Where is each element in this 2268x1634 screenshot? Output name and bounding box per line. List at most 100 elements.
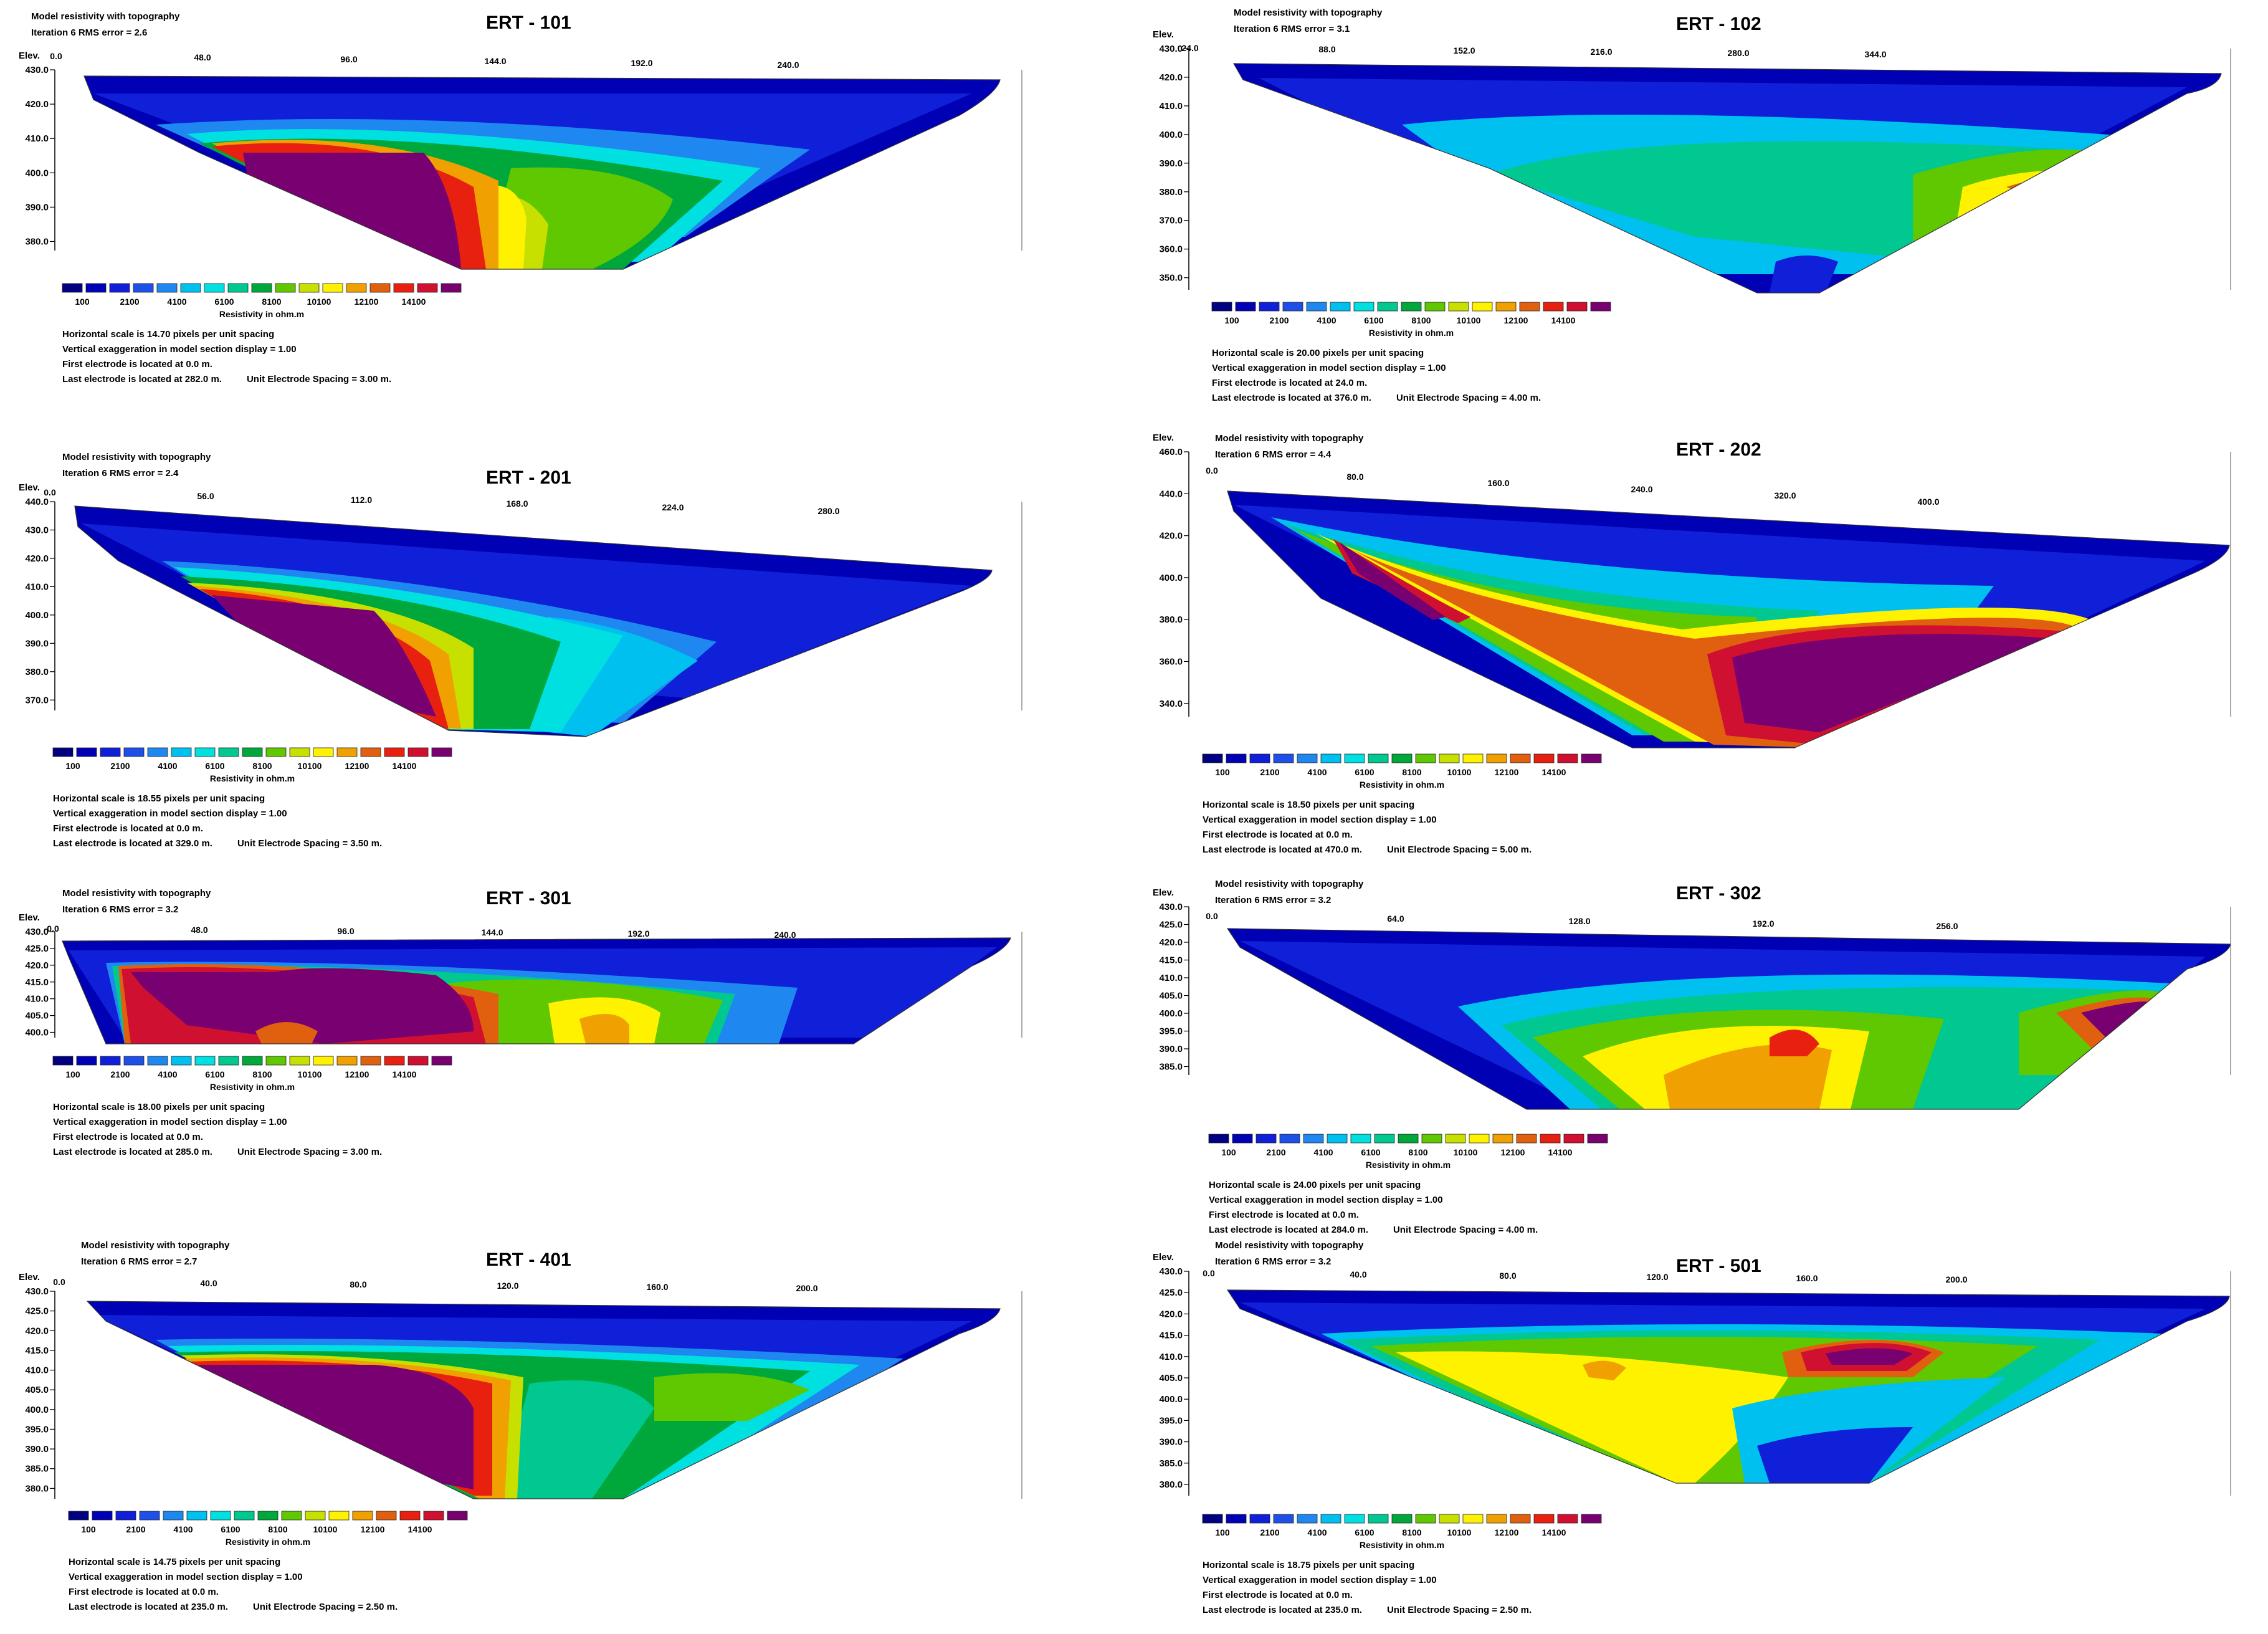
legend-swatch xyxy=(407,747,429,757)
legend-swatch xyxy=(265,747,287,757)
legend-swatch xyxy=(1374,1134,1395,1144)
elev-tick-label: 440.0 xyxy=(1159,489,1183,499)
legend-swatch xyxy=(384,1056,405,1066)
info-line: Vertical exaggeration in model section d… xyxy=(69,1572,303,1582)
legend-tick-label: 6100 xyxy=(1361,1147,1380,1157)
legend-tick-label: 2100 xyxy=(110,761,130,771)
model-info: Horizontal scale is 24.00 pixels per uni… xyxy=(1209,1178,1538,1238)
legend-swatch xyxy=(298,283,320,293)
legend-swatch xyxy=(1279,1134,1300,1144)
distance-tick-label: 256.0 xyxy=(1936,921,1958,931)
elev-tick-label: 360.0 xyxy=(1159,244,1183,255)
legend-swatch xyxy=(123,747,145,757)
legend-swatch xyxy=(1516,1134,1537,1144)
elev-tick-label: 390.0 xyxy=(25,1444,49,1455)
rms-error: Iteration 6 RMS error = 2.4 xyxy=(62,468,179,479)
legend-tick-label: 10100 xyxy=(1447,767,1472,777)
elev-tick-label: 410.0 xyxy=(25,994,49,1005)
info-line: Horizontal scale is 18.55 pixels per uni… xyxy=(53,793,265,804)
distance-tick-label: 128.0 xyxy=(1568,916,1590,926)
legend-title: Resistivity in ohm.m xyxy=(1369,328,1454,338)
info-line: Horizontal scale is 18.00 pixels per uni… xyxy=(53,1102,265,1112)
legend-swatch xyxy=(1439,753,1460,763)
legend-swatch xyxy=(1368,753,1389,763)
legend-swatch xyxy=(305,1511,326,1521)
resistivity-section: Elev. 430.0 425.0 420.0 415.0 410.0 405.0 400.0… xyxy=(1153,1252,2231,1550)
legend-swatch xyxy=(100,747,121,757)
model-info: Horizontal scale is 14.75 pixels per uni… xyxy=(69,1555,398,1615)
elev-tick-label: 425.0 xyxy=(1159,1288,1183,1298)
legend-tick-label: 8100 xyxy=(268,1524,287,1534)
legend-tick-label: 8100 xyxy=(1411,315,1431,325)
legend-swatch xyxy=(133,283,154,293)
legend-swatch xyxy=(1486,1514,1507,1524)
legend-swatch xyxy=(92,1511,113,1521)
info-line: Last electrode is located at 329.0 m. Uni… xyxy=(53,836,382,851)
legend-swatch xyxy=(147,1056,168,1066)
legend-swatch xyxy=(1519,302,1540,312)
elev-label: Elev. xyxy=(1153,887,1174,898)
legend-swatch xyxy=(447,1511,468,1521)
legend-tick-label: 6100 xyxy=(205,1069,224,1079)
elev-tick-label: 400.0 xyxy=(25,610,49,621)
model-header: Model resistivity with topography xyxy=(1215,433,1364,444)
model-info: Horizontal scale is 18.50 pixels per uni… xyxy=(1203,798,1532,858)
elev-tick-label: 390.0 xyxy=(1159,158,1183,169)
elev-tick-label: 415.0 xyxy=(1159,1331,1183,1341)
legend-swatch xyxy=(384,747,405,757)
info-line: First electrode is located at 24.0 m. xyxy=(1212,378,1368,388)
ert-panel: Elev. 430.0 425.0 420.0 415.0 410.0 405.0 400.0… xyxy=(1134,1221,2268,1630)
info-line: Vertical exaggeration in model section d… xyxy=(53,1117,287,1127)
model-header: Model resistivity with topography xyxy=(1215,879,1364,889)
legend-swatch xyxy=(1462,1514,1484,1524)
legend-tick-label: 12100 xyxy=(1495,1527,1519,1537)
elev-tick-label: 420.0 xyxy=(25,960,49,971)
legend-swatch xyxy=(147,747,168,757)
legend-swatch xyxy=(1249,1514,1270,1524)
legend-tick-label: 10100 xyxy=(1447,1527,1472,1537)
last-electrode: Last electrode is located at 284.0 m. xyxy=(1209,1225,1368,1235)
legend-swatch xyxy=(1492,1134,1513,1144)
legend-swatch xyxy=(1533,753,1555,763)
ert-panel: Elev. 460.0 440.0 420.0 400.0 380.0 360.0 340.0… xyxy=(1134,424,2268,855)
elev-tick-label: 400.0 xyxy=(1159,130,1183,140)
resistivity-section: Elev. 430.0 420.0 410.0 400.0 390.0 380.0 370.0… xyxy=(1153,29,2231,338)
elev-tick-label: 400.0 xyxy=(1159,1008,1183,1019)
resistivity-zone xyxy=(199,1365,474,1489)
legend-swatch xyxy=(281,1511,302,1521)
elev-tick-label: 405.0 xyxy=(1159,1373,1183,1383)
info-line: First electrode is located at 0.0 m. xyxy=(1203,1590,1353,1600)
resistivity-section: Elev. 430.0 425.0 420.0 415.0 410.0 405.0 400.0… xyxy=(19,912,1022,1092)
legend-swatch xyxy=(1202,1514,1223,1524)
legend-swatch xyxy=(1232,1134,1253,1144)
info-line: First electrode is located at 0.0 m. xyxy=(1203,829,1353,840)
info-line: Vertical exaggeration in model section d… xyxy=(1209,1195,1443,1205)
elev-tick-label: 420.0 xyxy=(25,99,49,110)
legend-swatch xyxy=(1563,1134,1584,1144)
legend-tick-label: 8100 xyxy=(252,1069,272,1079)
legend-swatch xyxy=(180,283,201,293)
distance-tick-label: 400.0 xyxy=(1917,497,1939,507)
elev-tick-label: 340.0 xyxy=(1159,699,1183,709)
legend-tick-label: 4100 xyxy=(158,1069,177,1079)
legend-tick-label: 4100 xyxy=(1313,1147,1333,1157)
legend-swatch xyxy=(1350,1134,1371,1144)
resistivity-zone xyxy=(1340,542,1446,620)
legend-title: Resistivity in ohm.m xyxy=(210,773,295,783)
legend-tick-label: 14100 xyxy=(393,1069,417,1079)
info-line: Vertical exaggeration in model section d… xyxy=(1203,1575,1437,1585)
ert-panel: Elev. 440.0 430.0 420.0 410.0 400.0 390.0 380.0… xyxy=(0,436,1134,849)
legend-swatch xyxy=(1344,753,1365,763)
elev-tick-label: 380.0 xyxy=(1159,1479,1183,1490)
legend-tick-label: 12100 xyxy=(1501,1147,1525,1157)
resistivity-section: Elev. 430.0 425.0 420.0 415.0 410.0 405.0 400.0… xyxy=(1153,887,2231,1170)
legend-tick-label: 10100 xyxy=(313,1524,338,1534)
legend-tick-label: 2100 xyxy=(1260,767,1279,777)
info-line: Last electrode is located at 235.0 m. Uni… xyxy=(69,1600,398,1615)
elev-label: Elev. xyxy=(1153,432,1174,443)
legend-swatch xyxy=(1226,753,1247,763)
info-line: First electrode is located at 0.0 m. xyxy=(53,823,203,834)
resistivity-zone xyxy=(1732,634,2056,732)
distance-tick-label: 200.0 xyxy=(1945,1274,1967,1284)
rms-error: Iteration 6 RMS error = 3.2 xyxy=(1215,895,1332,905)
